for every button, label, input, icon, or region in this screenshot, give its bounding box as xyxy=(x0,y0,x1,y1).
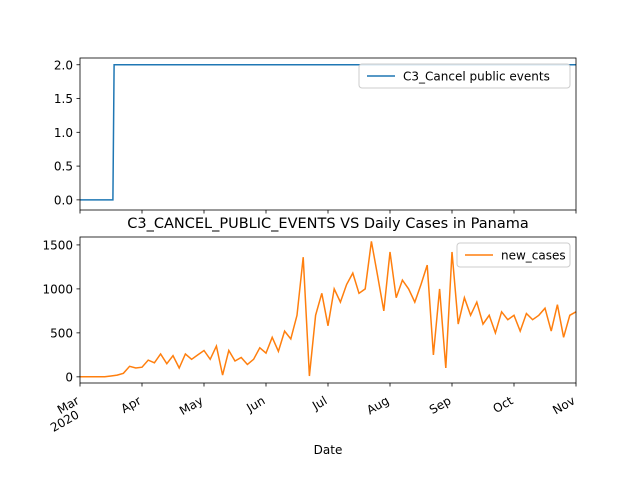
data-line xyxy=(80,241,577,378)
x-tick-label: Aug xyxy=(364,393,391,417)
y-tick-label: 0.0 xyxy=(54,193,73,207)
y-tick-label: 1.5 xyxy=(54,92,73,106)
y-tick-label: 500 xyxy=(50,326,73,340)
legend-box xyxy=(456,242,571,268)
x-tick-label: Sep xyxy=(427,393,454,416)
axes-frame xyxy=(79,57,577,211)
legend-box xyxy=(358,63,571,89)
y-tick-label: 1500 xyxy=(42,238,73,252)
x-tick-label: Jul xyxy=(309,393,329,413)
axes-frame xyxy=(79,236,577,384)
legend-label: new_cases xyxy=(501,249,566,263)
y-tick-label: 2.0 xyxy=(54,58,73,72)
y-tick-label: 0 xyxy=(65,370,73,384)
x-tick-label: Oct xyxy=(491,393,516,416)
y-tick-label: 1.0 xyxy=(54,126,73,140)
x-axis-label: Date xyxy=(314,443,343,457)
x-tick-label: Apr xyxy=(119,393,144,416)
x-tick-label: Jun xyxy=(243,393,267,415)
y-tick-label: 1000 xyxy=(42,282,73,296)
data-line xyxy=(80,64,576,201)
chart-title: C3_CANCEL_PUBLIC_EVENTS VS Daily Cases i… xyxy=(127,216,528,232)
y-tick-label: 0.5 xyxy=(54,160,73,174)
x-tick-label: Nov xyxy=(550,393,577,417)
legend-label: C3_Cancel public events xyxy=(403,70,550,84)
x-tick-label: May xyxy=(177,393,205,418)
